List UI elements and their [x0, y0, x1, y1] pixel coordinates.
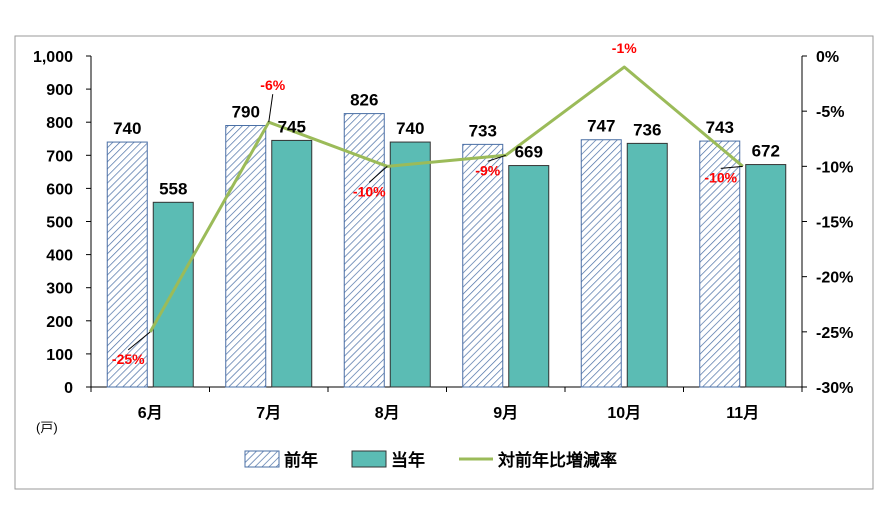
- rate-leader-line: [368, 165, 388, 183]
- data-label-prev: 733: [469, 121, 497, 140]
- bar-prev-year: [699, 140, 741, 388]
- y-tick-label: 100: [46, 347, 73, 364]
- legend-label-curr: 当年: [391, 450, 425, 470]
- data-label-curr: 558: [159, 179, 187, 198]
- bar-current-year: [508, 165, 550, 388]
- y-tick-label: 200: [46, 314, 73, 331]
- axes: 0 100 200 300 400 500 600 700 800 900 1,000 -30% -25…: [33, 49, 853, 422]
- y-tick-label: 300: [46, 281, 73, 298]
- rate-label: -1%: [612, 40, 637, 56]
- bar-current-year: [271, 139, 313, 388]
- x-tick-label: 7月: [256, 404, 281, 422]
- rate-label: -25%: [112, 351, 145, 367]
- rate-label: -10%: [353, 183, 386, 199]
- bar-current-year: [745, 164, 787, 388]
- legend-swatch-curr: [351, 450, 387, 468]
- rate-leader-line: [720, 165, 743, 169]
- data-labels: 740 558 790 745 826 740 733 669 747 736 743 672 -25%…: [112, 40, 780, 367]
- bar-prev-year: [343, 113, 385, 388]
- data-label-prev: 740: [113, 119, 141, 138]
- data-label-curr: 740: [396, 119, 424, 138]
- data-label-curr: 736: [633, 120, 661, 139]
- bar-current-year: [152, 201, 194, 388]
- y-tick-label: 1,000: [33, 49, 73, 66]
- legend-label-prev: 前年: [284, 450, 318, 470]
- y-tick-label: 500: [46, 215, 73, 232]
- y-tick-label: 800: [46, 115, 73, 132]
- rate-label: -9%: [475, 162, 500, 178]
- x-tick-label: 10月: [607, 404, 641, 422]
- bars: [106, 113, 787, 388]
- y-tick-label: 400: [46, 248, 73, 265]
- x-tick-label: 9月: [493, 404, 518, 422]
- line-series: [148, 65, 744, 333]
- y-tick-label: 900: [46, 82, 73, 99]
- y2-tick-label: -10%: [816, 159, 853, 176]
- legend-label-rate: 対前年比増減率: [497, 450, 617, 470]
- y2-tick-label: -20%: [816, 270, 853, 287]
- data-label-prev: 743: [706, 118, 734, 137]
- bar-prev-year: [106, 141, 148, 388]
- rate-leader-line: [487, 154, 506, 162]
- y2-tick-label: -30%: [816, 380, 853, 397]
- data-label-curr: 672: [752, 142, 780, 161]
- rate-leader-line: [268, 94, 274, 123]
- x-tick-label: 6月: [138, 404, 163, 422]
- bar-current-year: [626, 142, 668, 388]
- data-label-prev: 747: [587, 117, 615, 136]
- legend-swatch-prev: [244, 450, 280, 468]
- y-tick-label: 600: [46, 181, 73, 198]
- y2-tick-label: -5%: [816, 104, 844, 121]
- y-tick-label: 0: [64, 380, 73, 397]
- data-label-curr: 745: [278, 117, 306, 136]
- bar-current-year: [389, 141, 431, 388]
- y2-tick-label: 0%: [816, 49, 839, 66]
- bar-prev-year: [225, 125, 267, 388]
- y2-tick-label: -25%: [816, 325, 853, 342]
- rate-line: [148, 65, 744, 333]
- y-tick-label: 700: [46, 148, 73, 165]
- rate-label: -6%: [260, 77, 285, 93]
- data-label-prev: 826: [350, 91, 378, 110]
- bar-prev-year: [580, 139, 622, 388]
- data-label-curr: 669: [515, 143, 543, 162]
- data-label-prev: 790: [232, 103, 260, 122]
- rate-label: -10%: [704, 169, 737, 185]
- x-tick-label: 8月: [375, 404, 400, 422]
- rate-leader-line: [127, 331, 151, 351]
- y2-tick-label: -15%: [816, 215, 853, 232]
- unit-label: (戸): [36, 420, 58, 435]
- x-tick-label: 11月: [726, 404, 759, 422]
- legend: 前年 当年 対前年比増減率: [244, 450, 617, 470]
- bar-prev-year: [462, 143, 504, 388]
